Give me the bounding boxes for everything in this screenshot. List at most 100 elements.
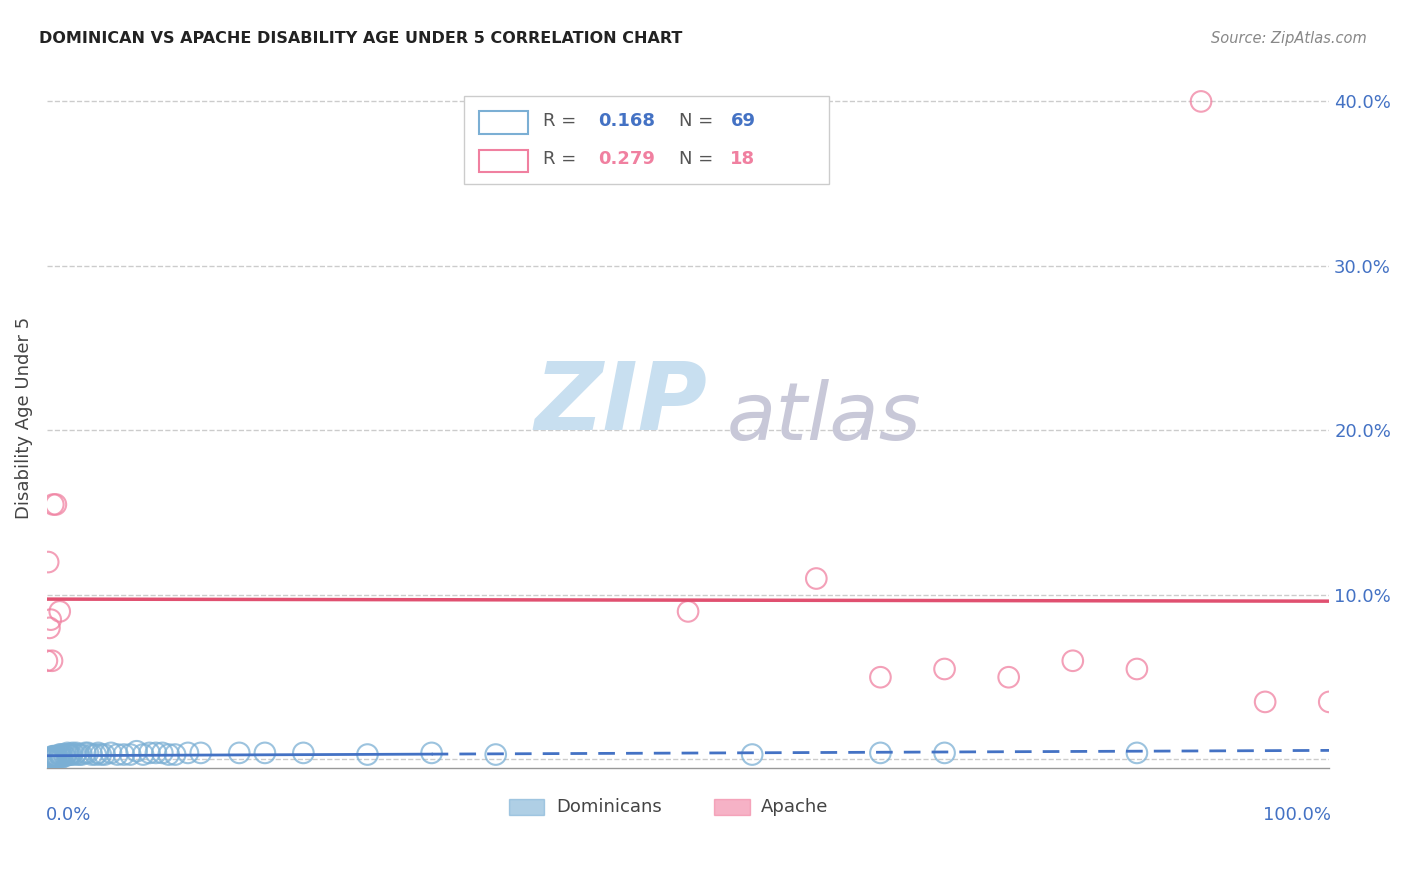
Point <box>38 751 60 765</box>
Point <box>45 749 67 764</box>
Point <box>41 751 63 765</box>
Point <box>80 747 103 762</box>
Point <box>420 746 443 760</box>
FancyBboxPatch shape <box>479 150 527 172</box>
Point <box>39 752 62 766</box>
Point <box>485 747 508 762</box>
Point <box>42 749 65 764</box>
Point <box>35 752 58 766</box>
Text: 69: 69 <box>730 112 755 130</box>
Text: 0.0%: 0.0% <box>45 806 91 824</box>
Point <box>1189 95 1212 109</box>
Point <box>145 746 167 760</box>
Point <box>157 747 180 762</box>
Point <box>41 654 63 668</box>
Point <box>60 747 83 762</box>
Point <box>100 746 122 760</box>
Point <box>253 746 276 760</box>
Point <box>35 654 58 668</box>
Point <box>107 747 129 762</box>
Point <box>39 751 62 765</box>
Point <box>75 746 97 760</box>
Point <box>45 751 67 765</box>
Point <box>39 751 62 765</box>
Point <box>869 746 891 760</box>
Point <box>52 747 75 762</box>
Point <box>997 670 1019 684</box>
Text: Apache: Apache <box>761 797 828 816</box>
Point <box>39 752 62 766</box>
Text: 18: 18 <box>730 151 755 169</box>
Point <box>228 746 250 760</box>
Point <box>38 752 60 766</box>
Point <box>42 751 65 765</box>
Point <box>741 747 763 762</box>
Point <box>38 621 60 635</box>
Text: Source: ZipAtlas.com: Source: ZipAtlas.com <box>1211 31 1367 46</box>
Point <box>138 746 160 760</box>
Point <box>48 751 70 765</box>
Point <box>177 746 200 760</box>
Point <box>869 670 891 684</box>
Point <box>53 749 76 764</box>
Point <box>77 746 100 760</box>
Text: 0.168: 0.168 <box>599 112 655 130</box>
Point <box>120 747 142 762</box>
Point <box>41 751 63 765</box>
Text: N =: N = <box>679 112 718 130</box>
Point <box>190 746 212 760</box>
Text: atlas: atlas <box>727 379 921 457</box>
Text: DOMINICAN VS APACHE DISABILITY AGE UNDER 5 CORRELATION CHART: DOMINICAN VS APACHE DISABILITY AGE UNDER… <box>39 31 683 46</box>
Text: N =: N = <box>679 151 718 169</box>
Point <box>39 613 62 627</box>
Point <box>41 749 63 764</box>
Point <box>1317 695 1340 709</box>
Point <box>44 749 66 764</box>
Point <box>934 662 956 676</box>
Point <box>41 752 63 766</box>
Text: Dominicans: Dominicans <box>555 797 662 816</box>
Point <box>48 604 70 618</box>
Point <box>1062 654 1084 668</box>
Text: 0.279: 0.279 <box>599 151 655 169</box>
Point <box>292 746 315 760</box>
Text: R =: R = <box>543 112 582 130</box>
Point <box>38 752 60 766</box>
Text: ZIP: ZIP <box>534 358 707 450</box>
Point <box>132 747 155 762</box>
FancyBboxPatch shape <box>464 96 830 184</box>
Y-axis label: Disability Age Under 5: Disability Age Under 5 <box>15 317 32 519</box>
Point <box>356 747 378 762</box>
Point <box>806 572 828 586</box>
Point <box>65 746 87 760</box>
Point <box>55 747 77 762</box>
Point <box>44 751 66 765</box>
FancyBboxPatch shape <box>509 799 544 814</box>
FancyBboxPatch shape <box>479 112 527 134</box>
Text: R =: R = <box>543 151 582 169</box>
Point <box>48 747 70 762</box>
Point <box>90 747 112 762</box>
Point <box>45 498 67 512</box>
Point <box>37 555 59 569</box>
Point <box>93 747 115 762</box>
Point <box>49 747 72 762</box>
Point <box>1254 695 1277 709</box>
Point <box>934 746 956 760</box>
Point <box>87 746 110 760</box>
Point <box>46 749 69 764</box>
Point <box>56 746 79 760</box>
Point <box>42 751 65 765</box>
Text: 100.0%: 100.0% <box>1263 806 1330 824</box>
Point <box>70 747 93 762</box>
Point <box>62 746 84 760</box>
Point <box>1126 662 1149 676</box>
Point <box>84 747 107 762</box>
Point <box>48 749 70 764</box>
Point <box>125 744 148 758</box>
Point <box>51 749 73 764</box>
Point <box>42 498 65 512</box>
Point <box>37 752 59 766</box>
Point <box>165 747 187 762</box>
Point <box>49 751 72 765</box>
